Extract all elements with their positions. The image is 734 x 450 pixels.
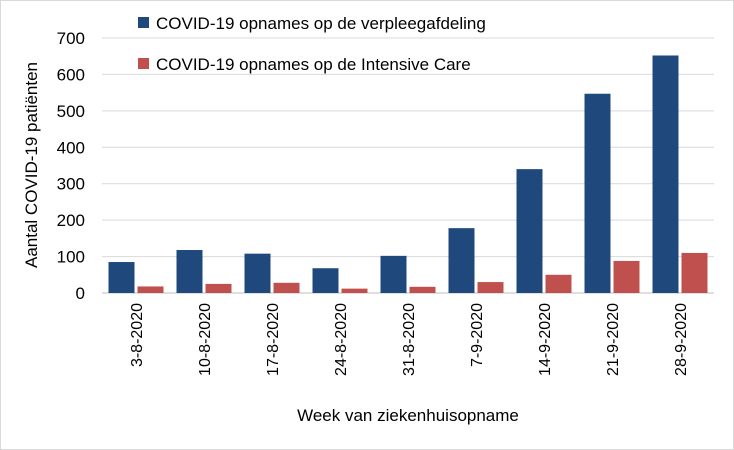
y-axis-ticks: 0 100 200 300 400 500 600 700 (57, 29, 85, 303)
bar-intensive-care-28-9-2020 (681, 252, 708, 293)
legend-label-intensive-care: COVID-19 opnames op de Intensive Care (156, 55, 471, 74)
bar-verpleegafdeling-21-9-2020 (584, 93, 611, 293)
legend-swatch-intensive-care (138, 58, 149, 69)
bar-intensive-care-3-8-2020 (137, 286, 164, 293)
y-tick-label: 400 (57, 138, 85, 157)
x-axis-title: Week van ziekenhuisopname (297, 406, 519, 425)
x-category-label: 10-8-2020 (197, 303, 214, 376)
bar-verpleegafdeling-10-8-2020 (176, 250, 203, 293)
bar-intensive-care-24-8-2020 (341, 288, 368, 293)
y-tick-label: 0 (76, 284, 85, 303)
y-tick-label: 100 (57, 248, 85, 267)
legend: COVID-19 opnames op de verpleegafdeling … (138, 14, 486, 74)
bar-verpleegafdeling-24-8-2020 (312, 268, 339, 293)
bar-intensive-care-31-8-2020 (409, 286, 436, 293)
x-category-label: 28-9-2020 (673, 303, 690, 376)
bar-intensive-care-21-9-2020 (613, 260, 640, 293)
bar-verpleegafdeling-31-8-2020 (380, 255, 407, 293)
legend-swatch-verpleegafdeling (138, 17, 149, 28)
bar-intensive-care-14-9-2020 (545, 274, 572, 293)
legend-label-verpleegafdeling: COVID-19 opnames op de verpleegafdeling (156, 14, 486, 33)
y-axis-title: Aantal COVID-19 patiënten (22, 62, 41, 268)
bar-intensive-care-17-8-2020 (273, 282, 300, 293)
legend-item-verpleegafdeling: COVID-19 opnames op de verpleegafdeling (138, 14, 486, 33)
x-category-label: 14-9-2020 (537, 303, 554, 376)
y-tick-label: 500 (57, 102, 85, 121)
bars (108, 55, 708, 293)
x-category-label: 17-8-2020 (265, 303, 282, 376)
bar-intensive-care-7-9-2020 (477, 282, 504, 293)
x-category-label: 24-8-2020 (333, 303, 350, 376)
y-tick-label: 700 (57, 29, 85, 48)
bar-intensive-care-10-8-2020 (205, 283, 232, 293)
legend-item-intensive-care: COVID-19 opnames op de Intensive Care (138, 55, 471, 74)
bar-verpleegafdeling-3-8-2020 (108, 262, 135, 293)
bar-verpleegafdeling-17-8-2020 (244, 253, 271, 293)
x-axis-categories: 3-8-2020 10-8-2020 17-8-2020 24-8-2020 31-8-… (129, 303, 690, 376)
y-tick-label: 600 (57, 65, 85, 84)
x-category-label: 21-9-2020 (605, 303, 622, 376)
x-category-label: 7-9-2020 (469, 303, 486, 367)
x-category-label: 3-8-2020 (129, 303, 146, 367)
bar-verpleegafdeling-7-9-2020 (448, 228, 475, 293)
bar-verpleegafdeling-28-9-2020 (652, 55, 679, 293)
gridlines (102, 37, 714, 294)
y-tick-label: 200 (57, 211, 85, 230)
y-tick-label: 300 (57, 175, 85, 194)
bar-verpleegafdeling-14-9-2020 (516, 169, 543, 293)
x-category-label: 31-8-2020 (401, 303, 418, 376)
